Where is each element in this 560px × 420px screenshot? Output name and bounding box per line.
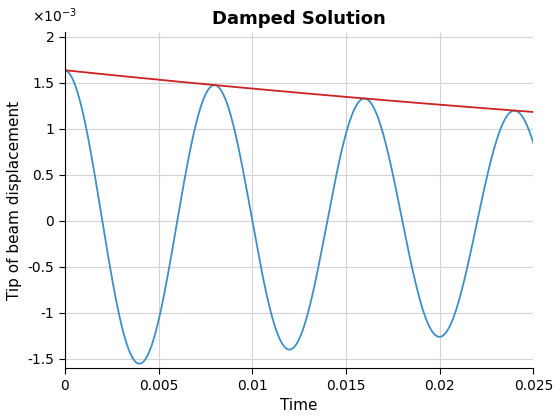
- Title: Damped Solution: Damped Solution: [212, 10, 386, 28]
- X-axis label: Time: Time: [281, 398, 318, 413]
- Text: $\times10^{-3}$: $\times10^{-3}$: [32, 7, 77, 25]
- Y-axis label: Tip of beam displacement: Tip of beam displacement: [7, 100, 22, 299]
